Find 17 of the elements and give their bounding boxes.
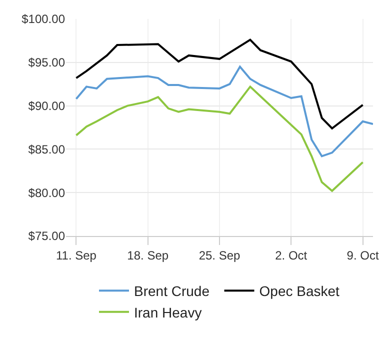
legend-label: Brent Crude (134, 283, 210, 300)
y-tick-label: $100.00 (22, 12, 66, 26)
legend-label: Opec Basket (259, 283, 340, 300)
y-tick-label: $95.00 (28, 56, 66, 70)
line-series (75, 86, 364, 192)
x-tick-label: 18. Sep (127, 248, 169, 262)
x-tick-label: 25. Sep (198, 248, 241, 262)
legend-label: Iran Heavy (134, 304, 202, 320)
line-series (75, 38, 364, 130)
y-tick-label: $75.00 (28, 229, 66, 244)
x-tick-label: 11. Sep (56, 248, 97, 262)
y-tick-label: $80.00 (28, 186, 66, 200)
y-tick-label: $85.00 (28, 142, 66, 156)
x-tick-label: 2. Oct (275, 248, 308, 262)
line-series (75, 66, 373, 158)
y-tick-label: $90.00 (28, 99, 66, 113)
x-tick-label: 9. Oct (346, 248, 380, 262)
